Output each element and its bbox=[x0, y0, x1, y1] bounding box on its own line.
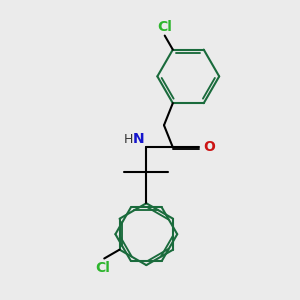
Text: N: N bbox=[132, 132, 144, 146]
Text: O: O bbox=[203, 140, 215, 154]
Text: Cl: Cl bbox=[95, 261, 110, 275]
Text: Cl: Cl bbox=[157, 20, 172, 34]
Text: H: H bbox=[124, 133, 133, 146]
